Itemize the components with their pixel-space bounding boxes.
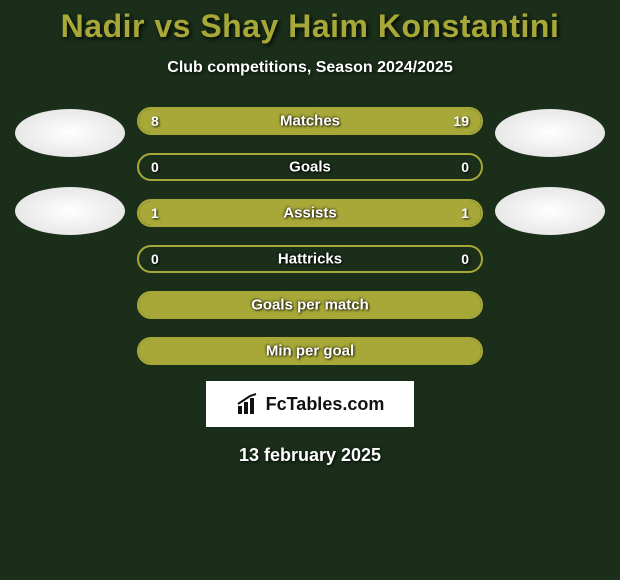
stat-value-left: 0 [151, 159, 159, 175]
stat-row: Matches 8 19 [137, 107, 483, 135]
footer-date: 13 february 2025 [0, 445, 620, 466]
team-left-avatar [15, 187, 125, 235]
stat-value-right: 0 [461, 251, 469, 267]
stat-value-right: 0 [461, 159, 469, 175]
branding-badge: FcTables.com [206, 381, 414, 427]
stats-area: Matches819Goals00Assists11Hattricks00Goa… [0, 107, 620, 365]
stat-label: Assists [283, 205, 336, 222]
stat-label: Matches [280, 113, 340, 130]
page-subtitle: Club competitions, Season 2024/2025 [0, 59, 620, 77]
stat-row: Assists 1 1 [137, 199, 483, 227]
stat-row: Min per goal [137, 337, 483, 365]
branding-text: FcTables.com [266, 394, 385, 415]
stat-value-left: 1 [151, 205, 159, 221]
comparison-container: Nadir vs Shay Haim Konstantini Club comp… [0, 0, 620, 466]
team-right-avatar [495, 187, 605, 235]
stat-row: Hattricks 0 0 [137, 245, 483, 273]
stat-label: Hattricks [278, 251, 342, 268]
stat-value-right: 1 [461, 205, 469, 221]
stat-value-left: 8 [151, 113, 159, 129]
stat-label: Min per goal [266, 343, 354, 360]
player-left-avatar [15, 109, 125, 157]
chart-icon [236, 392, 260, 416]
stat-row: Goals per match [137, 291, 483, 319]
stat-value-right: 19 [453, 113, 469, 129]
right-avatar-col [495, 107, 605, 235]
stat-label: Goals [289, 159, 331, 176]
stat-bar-right [240, 109, 481, 133]
left-avatar-col [15, 107, 125, 235]
stat-bars: Matches819Goals00Assists11Hattricks00Goa… [137, 107, 483, 365]
player-right-avatar [495, 109, 605, 157]
stat-row: Goals 0 0 [137, 153, 483, 181]
stat-label: Goals per match [251, 297, 369, 314]
stat-value-left: 0 [151, 251, 159, 267]
page-title: Nadir vs Shay Haim Konstantini [0, 8, 620, 45]
